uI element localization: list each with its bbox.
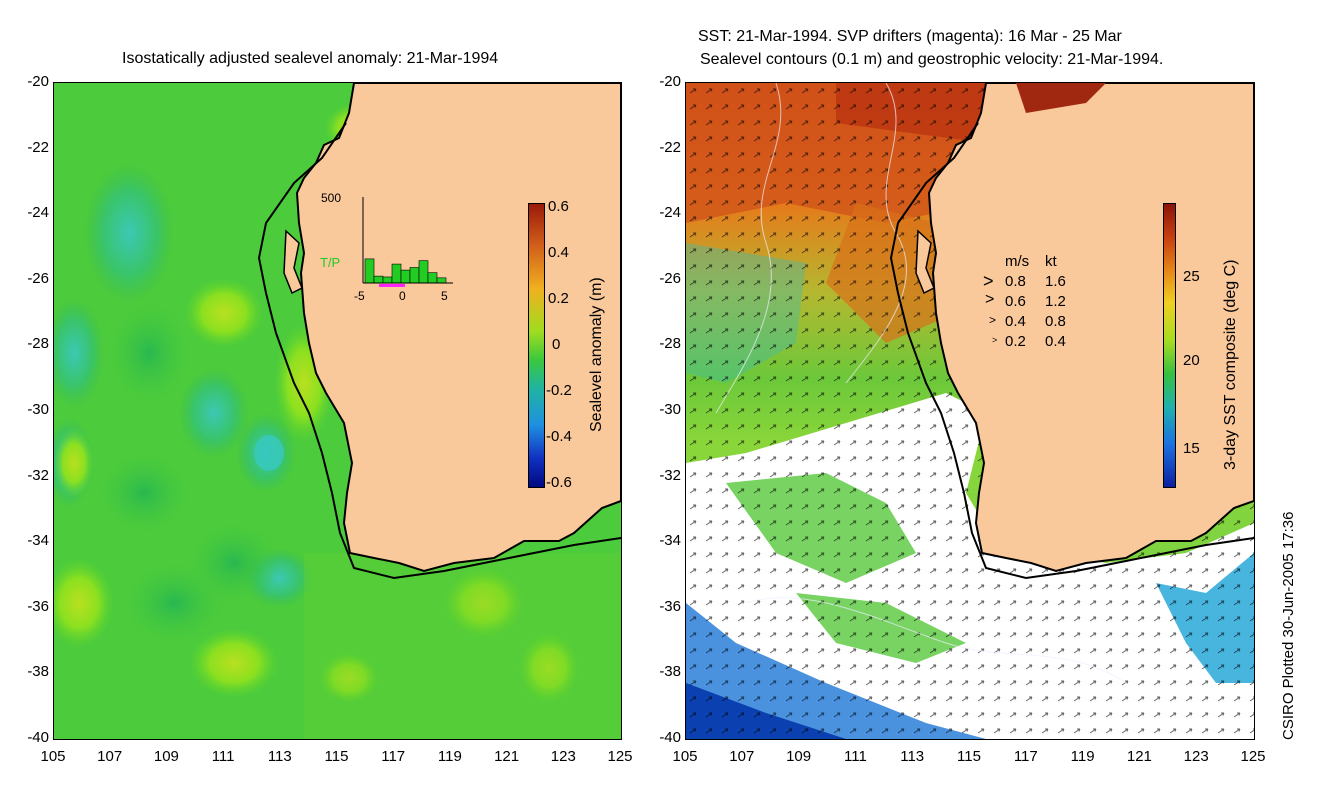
plot-footer-credit: CSIRO Plotted 30-Jun-2005 17:36 xyxy=(1280,511,1297,740)
right-y-tick: -34 xyxy=(659,532,681,550)
right-x-tick: 117 xyxy=(1013,748,1038,765)
left-y-tick: -32 xyxy=(27,466,49,484)
sealevel-colorbar-label: Sealevel anomaly (m) xyxy=(588,277,605,432)
legend-arrow-icon: > xyxy=(992,335,998,345)
right-x-tick: 113 xyxy=(900,748,925,765)
sst-colorbar-tick: 25 xyxy=(1183,268,1200,285)
right-map-title-line2: Sealevel contours (0.1 m) and geostrophi… xyxy=(700,51,1164,68)
right-x-tick: 107 xyxy=(729,748,755,765)
left-x-tick: 125 xyxy=(607,748,633,765)
left-x-tick: 109 xyxy=(153,748,179,765)
inset-ymax-label: 500 xyxy=(321,191,342,205)
left-x-tick: 115 xyxy=(324,748,349,765)
legend-ms-value: 0.4 xyxy=(1005,313,1026,330)
left-y-tick: -38 xyxy=(27,663,49,681)
right-y-tick: -38 xyxy=(659,663,681,681)
right-sst-map: m/s kt > 0.8 1.6 > 0.6 1.2 > 0.4 0.8 > 0… xyxy=(685,82,1255,740)
sealevel-colorbar-tick: -0.4 xyxy=(546,428,572,445)
right-y-tick: -24 xyxy=(659,204,681,222)
warm-sst-patch xyxy=(1016,83,1106,113)
legend-kt-value: 0.4 xyxy=(1045,333,1066,350)
sst-colorbar-label: 3-day SST composite (deg C) xyxy=(1222,259,1239,470)
right-x-tick: 115 xyxy=(957,748,981,765)
legend-arrow-icon: > xyxy=(983,271,994,291)
sealevel-colorbar-tick: 0.2 xyxy=(548,290,569,307)
right-x-tick: 105 xyxy=(672,748,698,765)
inset-x-tick: -5 xyxy=(354,289,365,303)
legend-ms-value: 0.6 xyxy=(1005,293,1026,310)
sealevel-colorbar-tick: 0.6 xyxy=(548,198,569,215)
sst-colorbar xyxy=(1163,203,1176,488)
inset-x-tick: 0 xyxy=(399,289,406,303)
sst-colorbar-tick: 15 xyxy=(1183,440,1200,457)
legend-kt-value: 1.2 xyxy=(1045,293,1066,310)
right-y-tick: -32 xyxy=(659,466,681,484)
right-map-title-line1: SST: 21-Mar-1994. SVP drifters (magenta)… xyxy=(698,28,1122,45)
sealevel-colorbar-tick: 0 xyxy=(552,336,561,353)
drifter-range-bar xyxy=(379,284,405,287)
left-y-tick: -36 xyxy=(27,597,49,615)
right-x-tick: 111 xyxy=(843,748,867,765)
sst-colorbar-tick: 20 xyxy=(1183,352,1200,369)
left-x-tick: 105 xyxy=(40,748,66,765)
left-x-tick: 113 xyxy=(267,748,292,765)
legend-header-kt: kt xyxy=(1045,253,1057,270)
right-x-tick: 123 xyxy=(1183,748,1209,765)
inset-histogram-bar xyxy=(436,277,447,284)
left-y-tick: -24 xyxy=(27,204,49,222)
left-y-tick: -34 xyxy=(27,532,49,550)
right-y-tick: -22 xyxy=(659,138,681,156)
left-y-tick: -40 xyxy=(27,729,49,746)
right-x-tick: 125 xyxy=(1240,748,1266,765)
inset-x-tick: 5 xyxy=(441,289,448,303)
left-x-tick: 119 xyxy=(437,748,462,765)
inset-tp-label: T/P xyxy=(320,255,341,270)
inset-histogram-bar xyxy=(373,275,384,284)
left-x-tick: 117 xyxy=(381,748,406,765)
left-map-title: Isostatically adjusted sealevel anomaly:… xyxy=(122,50,499,67)
right-x-tick: 121 xyxy=(1126,748,1152,765)
left-y-tick: -28 xyxy=(27,335,49,353)
sealevel-colorbar xyxy=(528,203,545,488)
legend-kt-value: 0.8 xyxy=(1045,313,1066,330)
inset-histogram-bar xyxy=(409,267,420,284)
inset-histogram-bar xyxy=(364,258,375,284)
right-y-tick: -30 xyxy=(659,401,681,418)
legend-arrow-icon: > xyxy=(985,291,995,308)
inset-histogram-bar xyxy=(391,263,402,284)
inset-plot xyxy=(362,197,453,287)
left-y-tick: -20 xyxy=(27,73,49,90)
legend-ms-value: 0.2 xyxy=(1005,333,1026,350)
sealevel-colorbar-tick: 0.4 xyxy=(548,244,569,261)
legend-arrow-icon: > xyxy=(989,313,997,327)
right-y-tick: -26 xyxy=(659,269,681,287)
left-y-tick: -22 xyxy=(27,138,49,156)
right-y-tick: -28 xyxy=(659,335,681,353)
inset-histogram-bar xyxy=(427,272,438,284)
left-x-tick: 123 xyxy=(550,748,576,765)
left-y-tick: -26 xyxy=(27,269,49,287)
left-x-tick: 111 xyxy=(211,748,235,765)
right-y-tick: -40 xyxy=(659,729,681,746)
tp-histogram-inset: 500 T/P -5 0 5 xyxy=(316,191,466,303)
right-x-tick: 109 xyxy=(786,748,812,765)
legend-header-ms: m/s xyxy=(1005,253,1030,270)
right-y-tick: -36 xyxy=(659,597,681,615)
right-x-tick: 119 xyxy=(1070,748,1095,765)
left-sealevel-map: 500 T/P -5 0 5 xyxy=(53,82,622,740)
inset-histogram-bar xyxy=(382,276,393,284)
left-x-tick: 107 xyxy=(97,748,123,765)
left-x-tick: 121 xyxy=(494,748,520,765)
right-y-tick: -20 xyxy=(659,73,681,90)
inset-histogram-bar xyxy=(418,260,429,284)
sealevel-colorbar-tick: -0.6 xyxy=(546,474,572,491)
left-y-tick: -30 xyxy=(27,401,49,418)
inset-histogram-bar xyxy=(400,269,411,284)
sealevel-colorbar-tick: -0.2 xyxy=(546,382,572,399)
legend-kt-value: 1.6 xyxy=(1045,273,1066,290)
legend-ms-value: 0.8 xyxy=(1005,273,1026,290)
